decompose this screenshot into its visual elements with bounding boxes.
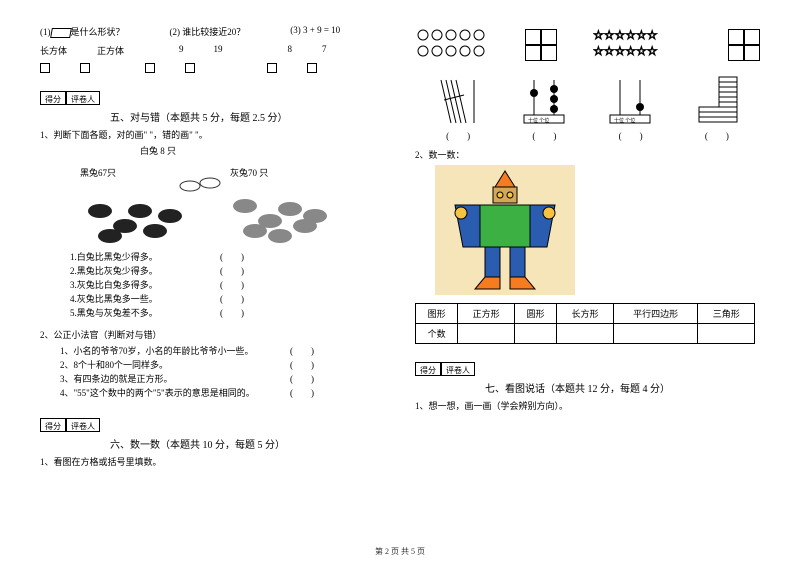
score-cell: 得分: [40, 91, 66, 105]
sticks-icon: [436, 75, 481, 125]
svg-text:十位 个位: 十位 个位: [528, 117, 549, 124]
grader-cell: 评卷人: [66, 418, 100, 432]
abacus2-icon: 十位 个位: [608, 75, 653, 125]
grader-cell: 评卷人: [66, 91, 100, 105]
q1c: (3) 3 + 9 = 10: [290, 25, 340, 38]
td[interactable]: [698, 324, 755, 344]
shape-table: 图形 正方形 圆形 长方形 平行四边形 三角形 个数: [415, 303, 755, 344]
score-cell: 得分: [415, 362, 441, 376]
paren: ( ): [705, 129, 729, 142]
paren: ( ): [532, 129, 556, 142]
td[interactable]: [458, 324, 515, 344]
sec6-q2: 2、数一数：: [415, 148, 760, 161]
list-item: 3、有四条边的就是正方形。: [60, 372, 290, 386]
checkbox[interactable]: [185, 63, 195, 73]
paren: ( ): [446, 129, 470, 142]
section7-title: 七、看图说话（本题共 12 分，每题 4 分）: [485, 380, 760, 395]
svg-text:☆☆☆☆☆☆: ☆☆☆☆☆☆: [593, 44, 658, 58]
checkbox[interactable]: [80, 63, 90, 73]
prism-icon: [50, 28, 72, 38]
checkbox[interactable]: [40, 63, 50, 73]
th: 平行四边形: [613, 304, 698, 324]
list-item: 1、小名的爷爷70岁，小名的年龄比爷爷小一些。: [60, 344, 290, 358]
th: 图形: [416, 304, 458, 324]
blocks-icon: [694, 75, 739, 125]
list-item: 2、8个十和80个一同样多。: [60, 358, 290, 372]
opt4: 19: [214, 44, 223, 57]
grader-cell: 评卷人: [441, 362, 475, 376]
td: 个数: [416, 324, 458, 344]
td[interactable]: [514, 324, 556, 344]
sec5-q1: 1、判断下面各题，对的画" "，错的画" "。: [40, 128, 385, 141]
q1b: (2) 谁比较接近20？: [170, 25, 246, 38]
paren: ( ): [619, 129, 643, 142]
th: 圆形: [514, 304, 556, 324]
svg-text:☆☆☆☆☆☆: ☆☆☆☆☆☆: [593, 28, 658, 42]
th: 长方形: [557, 304, 614, 324]
sec6-q1: 1、看图在方格或括号里填数。: [40, 455, 385, 468]
section6-title: 六、数一数（本题共 10 分，每题 5 分）: [110, 436, 385, 451]
rabbits-illustration: [80, 171, 340, 251]
list-item: 4.灰兔比黑兔多一些。: [70, 292, 220, 306]
th: 三角形: [698, 304, 755, 324]
opt5: 8: [288, 44, 293, 57]
apples-icon: [415, 25, 490, 65]
robot-figure: [435, 165, 575, 295]
checkbox[interactable]: [307, 63, 317, 73]
opt1: 长方体: [40, 44, 67, 57]
checkbox[interactable]: [145, 63, 155, 73]
white-rabbit-label: 白兔 8 只: [140, 144, 385, 157]
list-item: 1.白兔比黑兔少得多。: [70, 250, 220, 264]
page-footer: 第 2 页 共 5 页: [0, 546, 800, 557]
sec5-q2: 2、公正小法官（判断对与错）: [40, 328, 385, 341]
opt3: 9: [179, 44, 184, 57]
td[interactable]: [613, 324, 698, 344]
score-cell: 得分: [40, 418, 66, 432]
q1a-tail: 是什么形状？: [71, 27, 125, 37]
grid-2x2: [728, 29, 760, 61]
th: 正方形: [458, 304, 515, 324]
list-item: 4、"55"这个数中的两个"5"表示的意思是相同的。: [60, 386, 290, 400]
list-item: 3.灰兔比白兔多得多。: [70, 278, 220, 292]
sec5-list: 1.白兔比黑兔少得多。( ) 2.黑兔比灰兔少得多。( ) 3.灰兔比白兔多得多…: [70, 250, 385, 320]
list-item: 2.黑兔比灰兔少得多。: [70, 264, 220, 278]
abacus1-icon: 十位 个位: [522, 75, 567, 125]
stars-icon: ☆☆☆☆☆☆ ☆☆☆☆☆☆: [593, 25, 693, 65]
section5-title: 五、对与错（本题共 5 分，每题 2.5 分）: [110, 109, 385, 124]
opt2: 正方体: [97, 44, 124, 57]
td[interactable]: [557, 324, 614, 344]
sec5-q2-list: 1、小名的爷爷70岁，小名的年龄比爷爷小一些。( ) 2、8个十和80个一同样多…: [60, 344, 385, 400]
checkbox[interactable]: [267, 63, 277, 73]
grid-2x2: [525, 29, 557, 61]
svg-text:十位 个位: 十位 个位: [614, 117, 635, 124]
opt6: 7: [322, 44, 327, 57]
sec7-q1: 1、想一想，画一画（学会辨别方向）。: [415, 399, 760, 412]
q1a-num: (1): [40, 27, 51, 37]
list-item: 5.黑兔与灰兔差不多。: [70, 306, 220, 320]
